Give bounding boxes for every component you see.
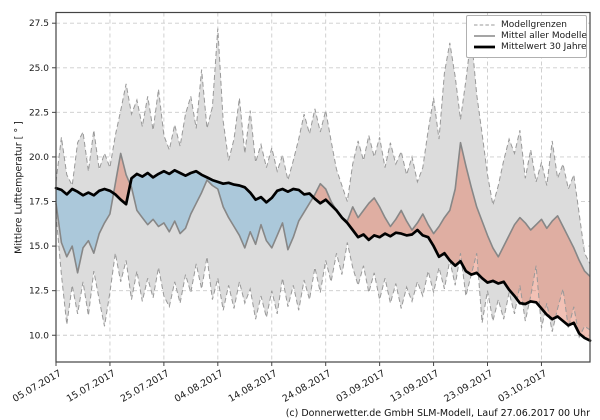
y-tick-label: 20.0 [29,153,49,163]
y-axis-label: Mittlere Lufttemperatur [ ° ] [13,121,25,254]
y-tick-label: 10.0 [29,331,49,341]
x-tick-label: 23.09.2017 [442,368,495,405]
y-tick-label: 22.5 [29,108,49,118]
lower-model-limit-line [55,213,591,339]
copyright-caption: (c) Donnerwetter.de GmbH SLM-Modell, Lau… [285,408,590,419]
legend-label: Modellgrenzen [501,19,567,30]
y-tick-label: 15.0 [29,242,49,252]
dashed-line-icon [474,24,495,26]
x-tick-label: 03.09.2017 [335,368,388,405]
x-tick-label: 15.07.2017 [65,368,118,405]
climate-mean-line [54,168,592,342]
x-tick-label: 13.09.2017 [388,368,441,405]
upper-model-limit-line [55,28,591,265]
legend: Modellgrenzen Mittel aller Modelle Mitte… [466,15,587,58]
y-tick-label: 17.5 [29,198,49,208]
legend-item-climate-mean: Mittelwert 30 Jahre [473,41,587,52]
legend-item-model-mean: Mittel aller Modelle [473,30,587,41]
x-tick-label: 05.07.2017 [11,368,64,405]
gray-line-icon [474,35,495,37]
y-tick-label: 25.0 [29,64,49,74]
model-mean-line [55,141,591,277]
model-range-band [56,28,590,337]
y-tick-label: 12.5 [29,287,49,297]
legend-label: Mittelwert 30 Jahre [501,41,587,52]
black-thick-line-icon [474,45,495,49]
y-tick-label: 27.5 [29,19,49,29]
x-tick-label: 25.07.2017 [119,368,172,405]
x-tick-label: 04.08.2017 [173,368,226,405]
x-tick-label: 14.08.2017 [227,368,280,405]
plot-frame [55,11,591,363]
legend-label: Mittel aller Modelle [501,30,587,41]
x-tick-label: 03.10.2017 [496,368,549,405]
x-tick-label: 24.08.2017 [281,368,334,405]
legend-item-model-limits: Modellgrenzen [473,19,580,30]
